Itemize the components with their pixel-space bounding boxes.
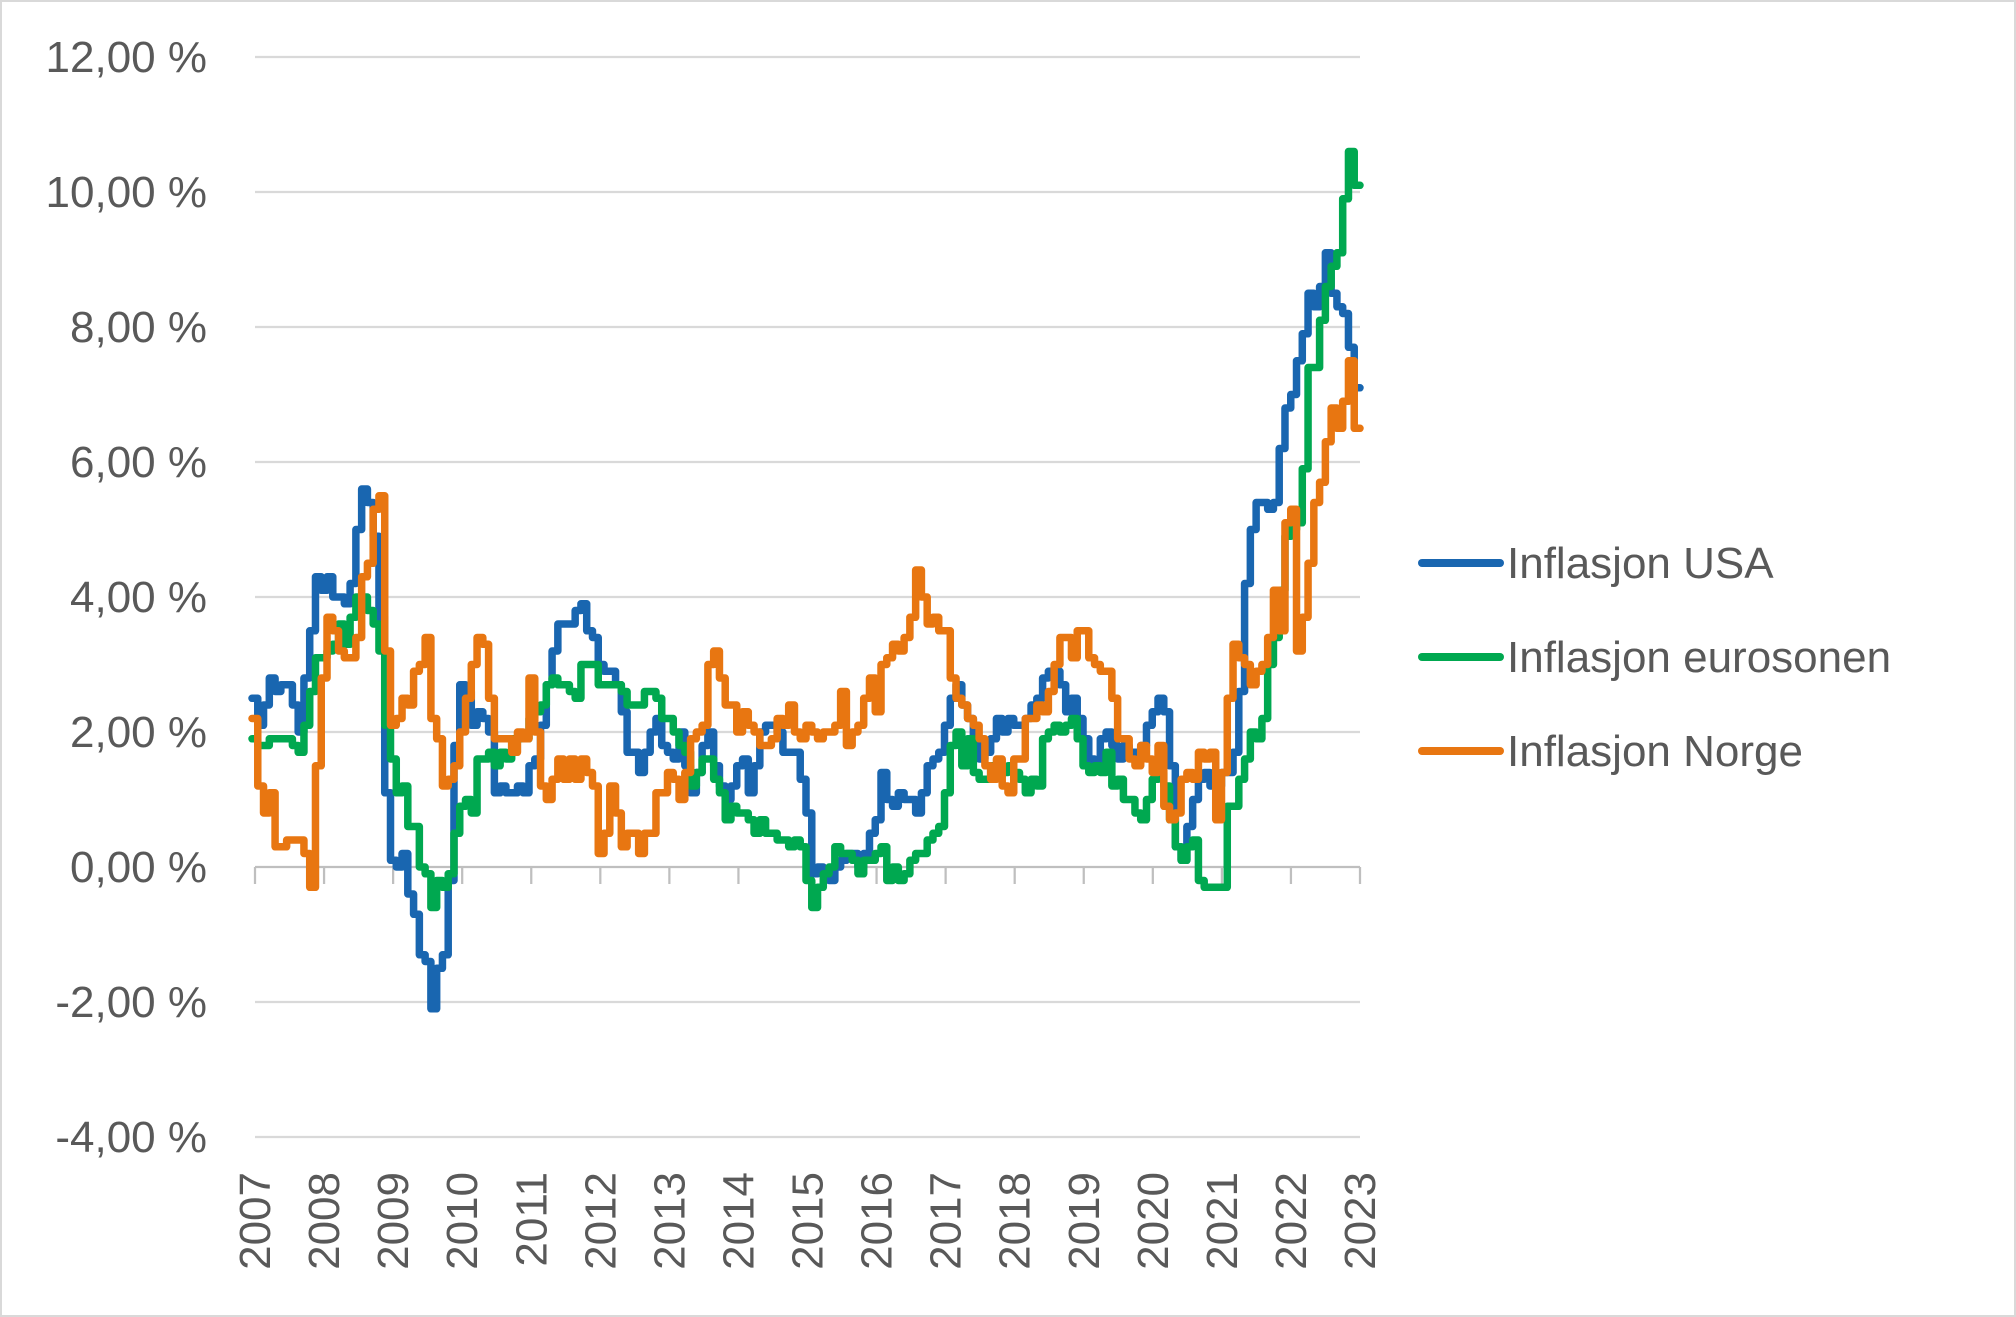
x-axis-tick-label: 2014 bbox=[714, 1172, 763, 1270]
y-axis-tick-label: -4,00 % bbox=[55, 1113, 207, 1162]
x-axis-tick-label: 2016 bbox=[853, 1172, 902, 1270]
legend-item-usa: Inflasjon USA bbox=[1418, 539, 1774, 588]
x-axis-tick-label: 2011 bbox=[507, 1172, 556, 1267]
x-axis-tick-label: 2023 bbox=[1336, 1172, 1385, 1270]
legend-item-eurosonen: Inflasjon eurosonen bbox=[1418, 633, 1891, 682]
x-axis-labels: 2007 2008 2009 2010 2011 2012 2013 2014 2015 2016… bbox=[231, 1172, 1385, 1270]
y-axis-tick-label: 6,00 % bbox=[70, 438, 207, 487]
y-axis-tick-label: 4,00 % bbox=[70, 573, 207, 622]
y-axis-tick-label: 12,00 % bbox=[46, 33, 207, 82]
legend-item-norge: Inflasjon Norge bbox=[1418, 727, 1803, 776]
x-axis-tick-label: 2009 bbox=[369, 1172, 418, 1270]
x-axis-tick-label: 2007 bbox=[231, 1172, 280, 1270]
x-axis-tick-label: 2017 bbox=[922, 1172, 971, 1270]
x-axis-tick-label: 2010 bbox=[438, 1172, 487, 1270]
legend-label: Inflasjon Norge bbox=[1507, 727, 1803, 776]
x-axis-tick-label: 2018 bbox=[991, 1172, 1040, 1270]
x-axis-tick-label: 2015 bbox=[784, 1172, 833, 1270]
gridlines bbox=[255, 55, 1360, 1139]
y-axis-tick-label: -2,00 % bbox=[55, 978, 207, 1027]
x-axis-tick-label: 2022 bbox=[1267, 1172, 1316, 1270]
x-axis-tick-label: 2013 bbox=[645, 1172, 694, 1270]
series-lines bbox=[248, 147, 1364, 1013]
x-axis-tick-label: 2021 bbox=[1198, 1172, 1247, 1270]
x-axis-tick-label: 2012 bbox=[576, 1172, 625, 1270]
y-axis-tick-label: 2,00 % bbox=[70, 708, 207, 757]
legend-label: Inflasjon eurosonen bbox=[1507, 633, 1891, 682]
series-line-usa bbox=[248, 249, 1364, 1013]
y-axis-labels: -4,00 % -2,00 % 0,00 % 2,00 % 4,00 % 6,00 % 8,… bbox=[46, 33, 207, 1162]
y-axis-tick-label: 10,00 % bbox=[46, 168, 207, 217]
x-axis-tick-label: 2019 bbox=[1060, 1172, 1109, 1270]
y-axis-tick-label: 0,00 % bbox=[70, 843, 207, 892]
legend-label: Inflasjon USA bbox=[1507, 539, 1774, 588]
x-axis-tick-label: 2008 bbox=[300, 1172, 349, 1270]
series-line-norge bbox=[248, 357, 1364, 892]
y-axis-tick-label: 8,00 % bbox=[70, 303, 207, 352]
series-line-eurosonen bbox=[248, 147, 1364, 912]
legend: Inflasjon USA Inflasjon eurosonen Inflasjo… bbox=[1418, 539, 1891, 776]
x-axis-tick-label: 2020 bbox=[1129, 1172, 1178, 1270]
